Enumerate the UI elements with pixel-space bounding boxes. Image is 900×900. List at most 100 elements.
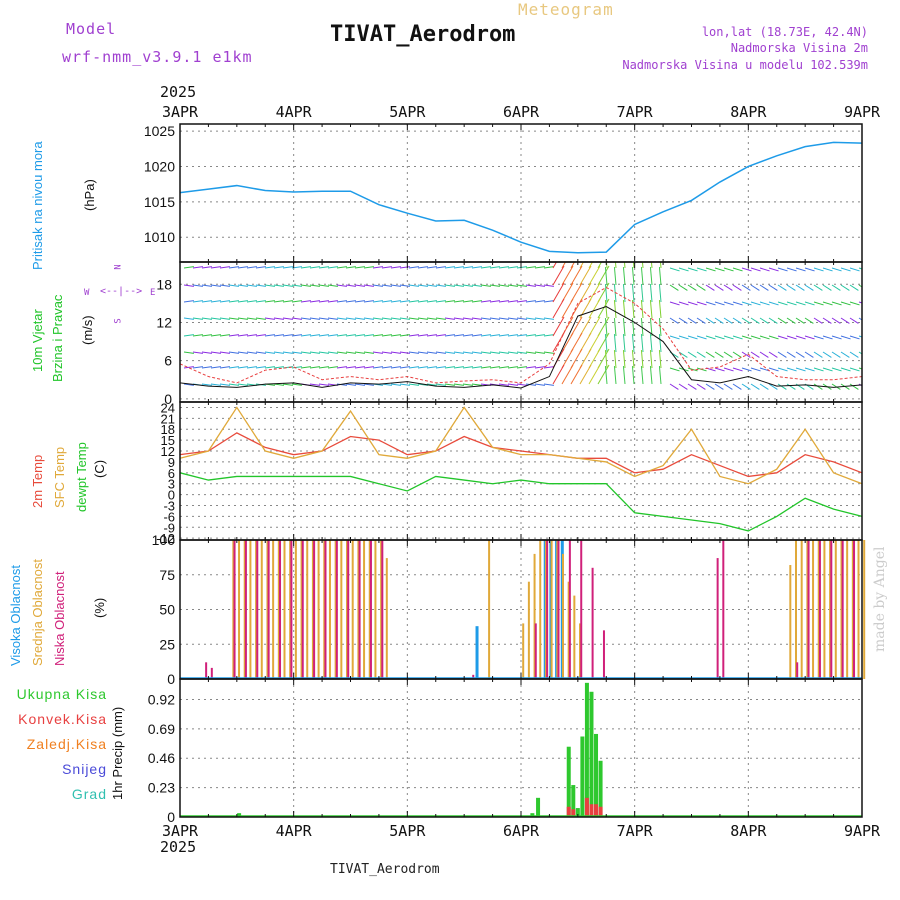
y-tick-label: 12 <box>156 314 172 330</box>
wind-arrow <box>687 317 697 324</box>
wind-arrow <box>768 351 778 358</box>
wind-arrow <box>649 284 653 303</box>
wind-arrow <box>649 318 653 337</box>
wind-arrow <box>604 284 608 303</box>
wind-arrow <box>705 301 716 306</box>
wind-arrow <box>622 300 626 319</box>
wind-arrow <box>741 284 751 291</box>
wind-arrow <box>507 266 518 269</box>
wind-arrow <box>336 334 347 337</box>
wind-arrow <box>687 383 697 390</box>
cloud-mid-bar <box>334 540 337 679</box>
wind-arrow <box>237 334 248 337</box>
wind-arrow <box>588 364 601 385</box>
wind-arrow <box>813 301 824 306</box>
wind-arrow <box>363 266 374 269</box>
wind-arrow <box>417 334 428 337</box>
wind-arrow <box>786 335 797 340</box>
y-tick-label: 0.92 <box>148 691 175 707</box>
wind-arrow <box>228 284 239 287</box>
cloud-mid-bar <box>863 540 866 679</box>
wind-arrow <box>777 267 788 272</box>
y-tick-label: -12 <box>156 531 175 546</box>
wind-arrow <box>543 284 554 287</box>
wind-arrow <box>723 383 733 390</box>
wind-arrow <box>705 267 716 272</box>
cloud-mid-bar <box>800 540 803 679</box>
wind-arrow <box>714 335 725 340</box>
wind-arrow <box>604 350 608 369</box>
wind-arrow <box>597 282 610 303</box>
y-tick-label: 0.46 <box>148 750 175 766</box>
x-tick-label-bottom: 7APR <box>617 822 654 840</box>
wind-arrow <box>543 351 554 354</box>
x-tick-label-bottom: 5APR <box>389 822 426 840</box>
wind-arrow <box>453 383 464 386</box>
wind-arrow <box>658 284 662 303</box>
y-tick-label: 12 <box>161 444 175 459</box>
wind-arrow <box>300 366 311 369</box>
footer-station: TIVAT_Aerodrom <box>330 862 440 877</box>
wind-arrow <box>318 383 329 386</box>
wind-arrow <box>669 284 679 291</box>
precip-conv-bar <box>589 804 594 817</box>
wind-arrow <box>255 366 266 369</box>
wind-arrow <box>640 366 644 385</box>
wind-arrow <box>534 366 545 369</box>
cloud-mid-bar <box>351 540 354 679</box>
wind-arrow <box>480 334 491 337</box>
wind-arrow <box>273 366 284 369</box>
wind-arrow <box>858 367 862 370</box>
cloud-low-bar <box>233 540 236 679</box>
wind-arrow <box>658 300 662 319</box>
wind-arrow <box>228 266 239 269</box>
wind-arrow <box>579 364 592 385</box>
wind-arrow <box>345 284 356 287</box>
wind-arrow <box>669 317 679 324</box>
cloud-low-bar <box>290 540 293 679</box>
wind-arrow <box>327 366 338 369</box>
x-tick-label-bottom: 6APR <box>503 822 540 840</box>
wind-arrow <box>759 351 769 358</box>
y-tick-label: 1010 <box>144 229 175 245</box>
wind-arrow <box>228 300 239 303</box>
wind-arrow <box>804 284 814 291</box>
wind-arrow <box>210 334 221 337</box>
y-tick-label: 18 <box>161 422 175 437</box>
wind-arrow <box>471 284 482 287</box>
wind-arrow <box>291 334 302 337</box>
wind-arrow <box>381 266 392 269</box>
y-tick-label: 18 <box>156 276 172 292</box>
wind-arrow <box>462 351 473 354</box>
wind-arrow <box>804 301 815 306</box>
wind-arrow <box>696 335 707 340</box>
wind-arrow <box>453 351 464 354</box>
wind-arrow <box>246 351 257 354</box>
wind-arrow <box>543 300 554 303</box>
cloud-mid-bar <box>368 540 371 679</box>
wind-arrow <box>570 364 583 385</box>
wind-arrow <box>714 351 724 358</box>
wind-arrow <box>255 334 266 337</box>
wind-arrow <box>768 367 779 372</box>
wind-arrow <box>309 317 320 320</box>
wind-arrow <box>759 383 769 390</box>
precip-total-bar <box>536 797 541 817</box>
cloud-mid-bar <box>238 540 241 679</box>
wind-arrow <box>822 284 832 291</box>
wind-arrow <box>840 335 851 340</box>
wind-arrow <box>678 267 689 272</box>
wind-arrow <box>759 301 770 306</box>
wind-arrow <box>795 284 805 291</box>
wind-arrow <box>658 318 662 337</box>
wind-arrow <box>813 317 823 324</box>
wind-arrow <box>768 267 779 272</box>
wind-arrow <box>840 267 851 272</box>
wind-arrow <box>570 316 583 337</box>
wind-arrow <box>408 284 419 287</box>
wind-arrow <box>228 317 239 320</box>
wind-arrow <box>631 334 635 353</box>
wind-arrow <box>849 383 859 390</box>
temp-2m-line <box>179 432 863 478</box>
wind-arrow <box>390 383 401 386</box>
